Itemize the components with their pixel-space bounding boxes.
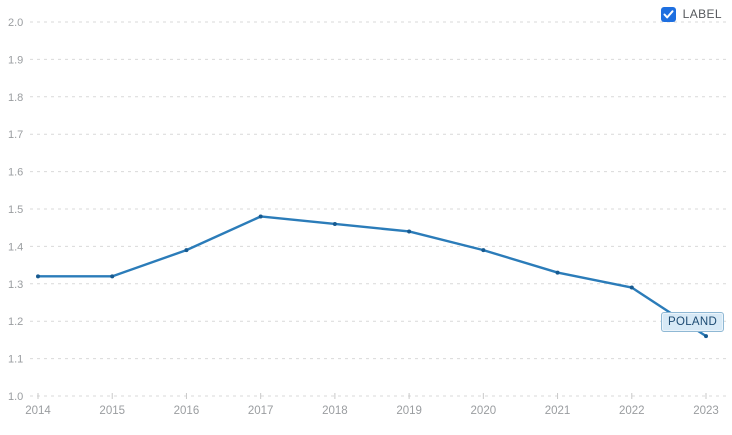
data-point-2019 bbox=[407, 229, 412, 234]
x-axis-label: 2021 bbox=[545, 405, 571, 417]
data-point-2016 bbox=[184, 248, 189, 253]
x-axis-label: 2016 bbox=[174, 405, 200, 417]
data-point-2018 bbox=[332, 221, 337, 226]
data-point-2021 bbox=[555, 270, 560, 275]
x-axis-label: 2020 bbox=[471, 405, 497, 417]
x-axis-label: 2017 bbox=[248, 405, 274, 417]
x-axis-label: 2018 bbox=[322, 405, 348, 417]
y-axis-label: 2.0 bbox=[8, 17, 23, 29]
label-checkbox[interactable] bbox=[660, 7, 676, 22]
x-axis-label: 2014 bbox=[25, 405, 51, 417]
x-axis-label: 2019 bbox=[396, 405, 422, 417]
legend: LABEL bbox=[660, 7, 722, 22]
x-axis-label: 2022 bbox=[619, 405, 645, 417]
checkmark-icon bbox=[663, 10, 674, 19]
y-axis-label: 1.6 bbox=[8, 167, 23, 179]
data-point-2022 bbox=[629, 285, 634, 290]
y-axis-label: 1.3 bbox=[8, 279, 23, 291]
y-axis-label: 1.9 bbox=[8, 54, 23, 66]
data-point-2017 bbox=[258, 214, 263, 219]
data-point-2023 bbox=[704, 334, 708, 339]
y-axis-label: 1.0 bbox=[8, 391, 23, 403]
legend-label: LABEL bbox=[682, 7, 722, 21]
data-point-2020 bbox=[481, 248, 486, 253]
y-axis-label: 1.7 bbox=[8, 129, 23, 141]
data-point-2014 bbox=[36, 274, 40, 279]
x-axis-label: 2023 bbox=[693, 405, 719, 417]
y-axis-label: 1.5 bbox=[8, 204, 23, 216]
x-axis-label: 2015 bbox=[99, 405, 125, 417]
y-axis-label: 1.4 bbox=[8, 241, 23, 253]
y-axis-label: 1.8 bbox=[8, 92, 23, 104]
y-axis-label: 1.1 bbox=[8, 354, 23, 366]
series-label-poland: POLAND bbox=[661, 312, 725, 332]
data-point-2015 bbox=[110, 274, 115, 279]
y-axis-label: 1.2 bbox=[8, 316, 23, 328]
data-line-poland bbox=[36, 215, 708, 338]
